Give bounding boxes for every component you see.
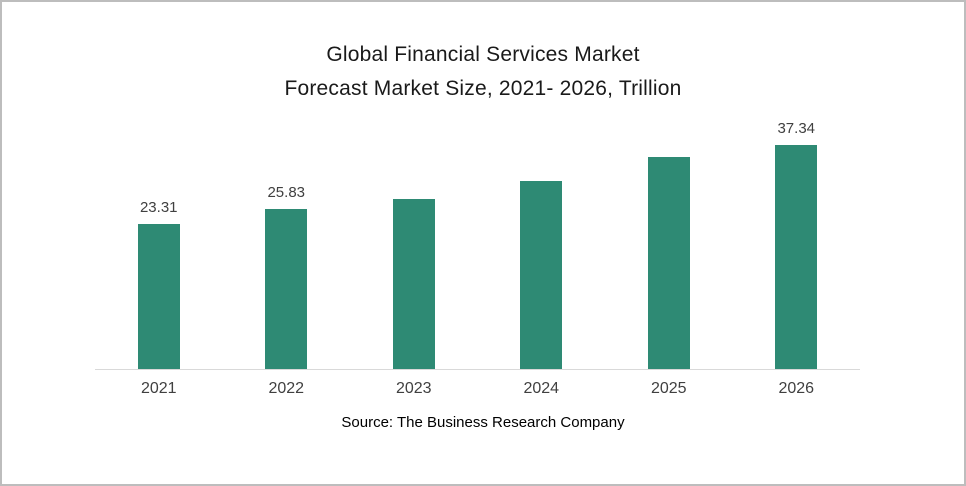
bar-column <box>350 120 478 370</box>
bar-column <box>478 120 606 370</box>
bar <box>265 209 308 370</box>
chart-title: Global Financial Services Market Forecas… <box>2 38 964 106</box>
bar-value-label: 25.83 <box>267 184 306 201</box>
bar <box>392 199 435 370</box>
bar-value-label: 23.31 <box>139 199 178 216</box>
x-axis-label: 2025 <box>650 380 687 397</box>
source-text: Source: The Business Research Company <box>341 414 625 431</box>
bar <box>647 157 690 370</box>
chart-title-line-1: Global Financial Services Market <box>326 43 640 66</box>
bar <box>137 224 180 370</box>
bar-column: 37.34 <box>733 120 861 370</box>
x-axis-line <box>95 369 860 370</box>
x-axis-label: 2022 <box>268 380 305 397</box>
bar-column <box>605 120 733 370</box>
bar <box>520 181 563 370</box>
x-axis-label: 2021 <box>140 380 177 397</box>
bar <box>775 145 818 370</box>
x-axis-label: 2024 <box>523 380 560 397</box>
bar-value-label: 37.34 <box>777 120 816 137</box>
x-axis-label: 2023 <box>395 380 432 397</box>
chart-title-line-2: Forecast Market Size, 2021- 2026, Trilli… <box>284 77 682 100</box>
x-axis-label: 2026 <box>778 380 815 397</box>
bar-column: 25.83 <box>223 120 351 370</box>
x-axis-labels: 2021 2022 2023 2024 2025 2026 <box>95 380 860 398</box>
plot-area: 23.31 25.83 37.34 <box>95 120 860 370</box>
bar-column: 23.31 <box>95 120 223 370</box>
